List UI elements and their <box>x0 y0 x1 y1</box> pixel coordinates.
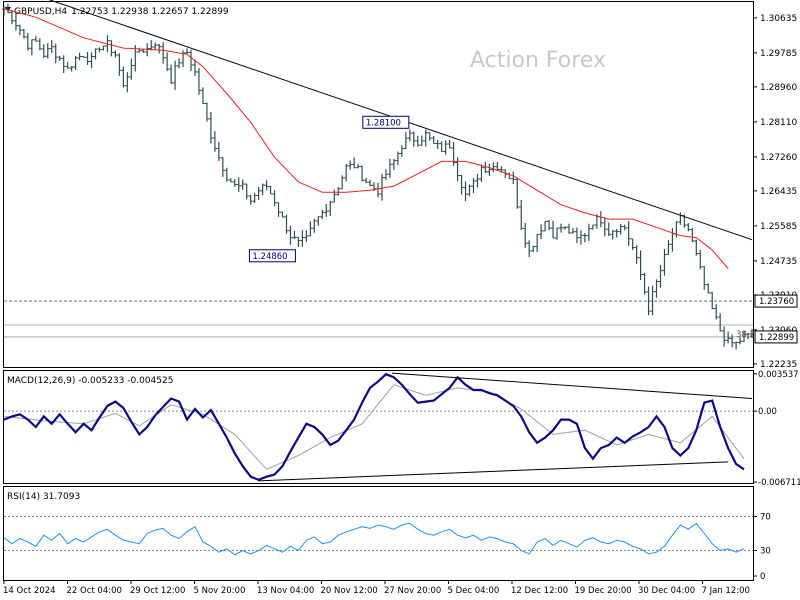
time-tick-label: 13 Nov 04:00 <box>257 586 314 596</box>
time-tick-label: 14 Oct 2024 <box>3 586 56 596</box>
price-tick-label: 1.26435 <box>760 187 797 197</box>
time-tick-label: 27 Nov 20:00 <box>384 586 441 596</box>
rsi-tick-label: 30 <box>760 547 771 557</box>
time-tick-label: 19 Dec 20:00 <box>575 586 632 596</box>
macd-line <box>3 372 745 481</box>
time-tick-label: 12 Dec 12:00 <box>511 586 568 596</box>
ema-line <box>3 8 729 269</box>
time-tick-label: 30 Dec 04:00 <box>638 586 695 596</box>
annotation-box <box>362 115 410 129</box>
macd-trendline <box>391 372 753 399</box>
macd-tick-label: 0.003537 <box>758 370 799 380</box>
price-tick-label: 1.25585 <box>760 222 797 232</box>
fib-label: 38.2 <box>736 330 755 340</box>
price-tick-label: 1.24735 <box>760 257 797 267</box>
time-tick-label: 22 Oct 04:00 <box>67 586 122 596</box>
time-tick-label: 20 Nov 12:00 <box>321 586 378 596</box>
macd-trendline <box>258 461 729 482</box>
price-tag-label: 1.23760 <box>759 297 794 307</box>
watermark: Action Forex <box>470 48 606 73</box>
annotation-label: 1.28100 <box>366 118 401 128</box>
price-tick-label: 1.28960 <box>760 83 797 93</box>
time-tick-label: 5 Nov 20:00 <box>194 586 246 596</box>
price-tick-label: 1.28110 <box>760 118 797 128</box>
price-tag-box <box>754 330 798 344</box>
downtrend-line <box>48 0 753 241</box>
price-tick-label: 1.22235 <box>760 360 797 370</box>
price-panel: Action Forex GBPUSD,H4 1.22753 1.22938 1.… <box>2 0 798 370</box>
time-tick-label: 29 Oct 12:00 <box>130 586 185 596</box>
rsi-title: RSI(14) 31.7093 <box>7 492 80 502</box>
price-annotation: 1.24860 <box>248 249 296 263</box>
price-tick-label: 1.29785 <box>760 49 797 59</box>
price-tick-label: 1.30635 <box>760 14 797 24</box>
annotation-box <box>248 249 296 263</box>
rsi-line <box>3 522 745 556</box>
macd-panel: MACD(12,26,9) -0.005233 -0.004525 0.0035… <box>3 370 800 488</box>
annotation-label: 1.24860 <box>252 252 287 262</box>
macd-signal-line <box>3 384 745 470</box>
time-tick-label: 7 Jan 12:00 <box>702 586 750 596</box>
macd-title: MACD(12,26,9) -0.005233 -0.004525 <box>7 376 173 386</box>
macd-panel-frame <box>3 370 754 484</box>
macd-tick-label: 0.00 <box>758 407 777 417</box>
chart-header-symbol: GBPUSD,H4 1.22753 1.22938 1.22657 1.22899 <box>14 7 229 17</box>
level-price-tag: 1.23760 <box>754 294 798 308</box>
rsi-tick-label: 0 <box>760 572 765 582</box>
current-price-tag: 1.22899 <box>754 330 798 344</box>
rsi-tick-label: 70 <box>760 513 771 523</box>
price-tag-label: 1.22899 <box>759 333 794 343</box>
time-axis: 14 Oct 2024 22 Oct 04:00 29 Oct 12:00 5 Nov… <box>3 580 750 596</box>
price-annotation: 1.28100 <box>362 115 410 129</box>
time-tick-label: 5 Dec 04:00 <box>448 586 500 596</box>
rsi-panel: RSI(14) 31.7093 70 30 0 <box>3 486 771 582</box>
price-tick-label: 1.27260 <box>760 153 797 163</box>
macd-tick-label: -0.006711 <box>758 478 800 488</box>
rsi-panel-frame <box>3 486 754 581</box>
price-tag-box <box>754 294 798 308</box>
